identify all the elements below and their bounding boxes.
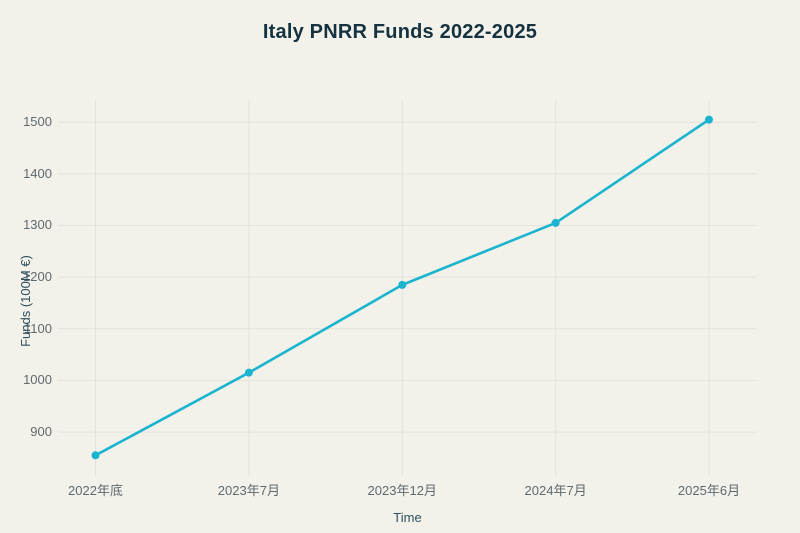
x-tick-label: 2022年底: [68, 483, 123, 498]
y-tick-label: 1400: [23, 165, 52, 181]
y-tick-label: 1100: [24, 320, 52, 336]
data-point-marker: [551, 218, 560, 227]
y-tick-label: 1200: [23, 269, 52, 285]
chart-title: Italy PNRR Funds 2022-2025: [262, 21, 538, 43]
y-tick-label: 1000: [23, 372, 52, 388]
data-point-marker: [91, 451, 100, 460]
x-tick-label: 2025年6月: [677, 483, 741, 498]
y-tick-label: 1300: [23, 217, 52, 233]
x-axis-title: Time: [393, 510, 422, 525]
y-axis-title: Funds (100M €): [18, 255, 33, 347]
data-point-marker: [398, 280, 407, 289]
y-tick-label: 1500: [23, 114, 52, 130]
data-point-marker: [705, 115, 713, 124]
x-tick-label: 2023年7月: [217, 483, 280, 498]
x-tick-label: 2024年7月: [524, 483, 587, 498]
x-tick-label: 2023年12月: [367, 483, 437, 498]
y-tick-label: 900: [30, 424, 52, 440]
data-point-marker: [244, 368, 253, 377]
